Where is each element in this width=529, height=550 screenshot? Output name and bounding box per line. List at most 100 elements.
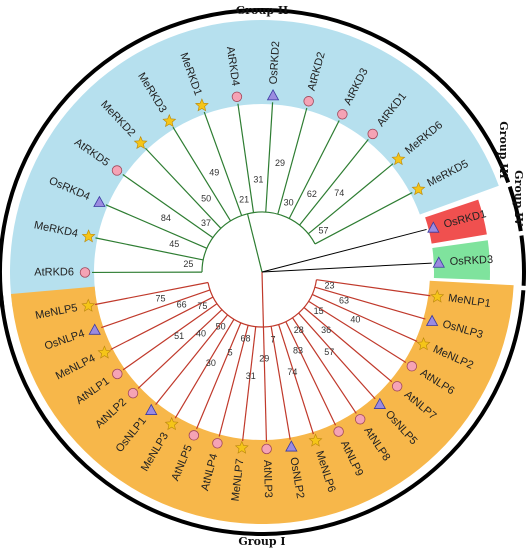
bootstrap-value: 25 [183, 259, 193, 269]
star-icon [97, 345, 112, 359]
tree-leaf: AtRKD4 [224, 46, 243, 102]
bootstrap-value: 62 [307, 189, 317, 199]
bootstrap-value: 75 [156, 293, 166, 303]
leaf-branch [303, 307, 393, 383]
group-2-arc [0, 8, 511, 309]
bootstrap-value: 15 [314, 306, 324, 316]
star-icon [164, 416, 179, 431]
tree-leaf: MeNLP1 [430, 289, 491, 310]
circle-icon [127, 387, 139, 399]
star-icon [308, 433, 323, 447]
circle-icon [333, 426, 344, 437]
group-4-arc [519, 235, 526, 286]
leaf-branch [298, 312, 376, 400]
bootstrap-value: 74 [334, 188, 344, 198]
bootstrap-value: 37 [201, 218, 211, 228]
bootstrap-value: 84 [161, 213, 171, 223]
bootstrap-value: 29 [259, 353, 269, 363]
circle-icon [354, 414, 366, 425]
leaf-branch [110, 296, 214, 351]
leaf-branch [105, 204, 208, 249]
bootstrap-value: 63 [339, 295, 349, 305]
circle-icon [231, 91, 243, 102]
leaf-branch [308, 300, 407, 364]
leaf-branch [122, 303, 218, 371]
bootstrap-value: 66 [177, 300, 187, 310]
leaf-label: AtRKD6 [34, 266, 74, 278]
bootstrap-value: 50 [216, 322, 226, 332]
leaf-branch [145, 147, 222, 229]
leaf-branch [174, 318, 235, 419]
leaf-branch [285, 321, 337, 426]
leaf-label: OsRKD3 [449, 254, 493, 268]
leaf-branch [265, 102, 274, 213]
leaf-label: OsRKD2 [268, 41, 283, 85]
leaf-label: MeNLP1 [447, 292, 491, 310]
star-icon [430, 289, 445, 303]
leaf-branch [95, 237, 204, 261]
bootstrap-value: 31 [253, 174, 263, 184]
group-stem [246, 213, 263, 273]
bootstrap-value: 30 [284, 197, 294, 207]
star-icon [81, 298, 96, 312]
circle-icon [391, 381, 403, 392]
leaf-branch [195, 322, 242, 430]
bootstrap-value: 83 [293, 346, 303, 356]
group-4-band [432, 240, 491, 280]
circle-icon [303, 96, 314, 107]
leaf-branch [316, 279, 431, 297]
bootstrap-value: 36 [321, 325, 331, 335]
circle-icon [79, 267, 91, 278]
tree-leaf: MeNLP7 [230, 440, 249, 502]
leaf-branch [237, 103, 255, 213]
leaf-branch [261, 228, 427, 273]
group-4-title: Group IV [512, 170, 525, 226]
leaf-branch [307, 163, 394, 235]
leaf-branch [311, 293, 418, 343]
circle-icon [212, 438, 223, 449]
star-icon [411, 182, 426, 196]
star-icon [133, 135, 148, 150]
leaf-branch [261, 262, 432, 273]
leaf-branch [314, 192, 413, 245]
group-stem [261, 271, 265, 327]
tree-leaf: OsRKD3 [432, 254, 493, 268]
circle-icon [406, 361, 418, 372]
triangle-icon [432, 256, 445, 268]
triangle-icon [427, 221, 440, 233]
group-node-arc [201, 211, 316, 273]
group-3-band [425, 199, 487, 244]
group-2-band [9, 19, 499, 308]
group-2-title: Group II [236, 4, 288, 17]
leaf-branch [172, 126, 232, 222]
tree-leaf: OsRKD2 [266, 41, 283, 101]
leaf-branch [155, 314, 229, 405]
leaf-label: AtNLP3 [261, 460, 274, 498]
group-1-band [10, 280, 514, 525]
star-icon [81, 229, 96, 243]
group-1-arc [0, 290, 526, 536]
bootstrap-value: 21 [239, 195, 249, 205]
triangle-icon [145, 403, 158, 415]
bootstrap-value: 74 [287, 367, 297, 377]
triangle-icon [93, 195, 106, 207]
star-icon [234, 440, 249, 454]
leaf-branch [122, 174, 214, 239]
triangle-icon [425, 314, 439, 326]
bootstrap-value: 75 [197, 301, 207, 311]
leaf-branch [218, 325, 249, 437]
leaf-branch [262, 326, 268, 442]
leaf-label: AtRKD4 [224, 46, 242, 87]
group-3-arc [507, 186, 523, 232]
bootstrap-value: 29 [275, 158, 285, 168]
star-icon [391, 151, 406, 166]
leaf-branch [277, 107, 308, 215]
bootstrap-value: 5 [228, 347, 233, 357]
leaf-branch [299, 138, 369, 226]
bootstrap-value: 28 [294, 325, 304, 335]
bootstrap-value: 40 [196, 328, 206, 338]
leaf-branch [101, 289, 211, 329]
star-icon [416, 337, 431, 351]
leaf-branch [292, 317, 357, 414]
